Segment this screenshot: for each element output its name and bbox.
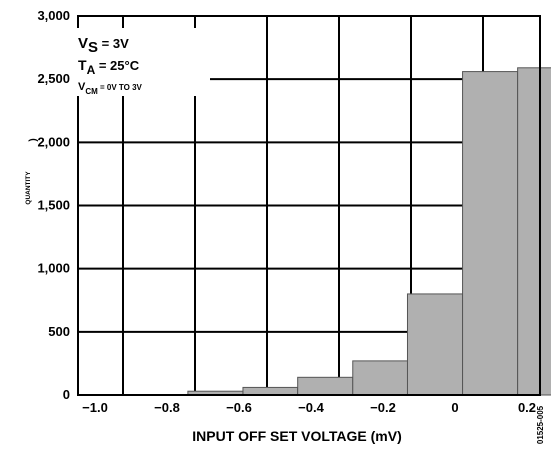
x-tick-label-6: 0.2: [518, 400, 536, 415]
condition-line-0: VS = 3V: [78, 35, 129, 56]
y-tick-label-5: 2,500: [37, 71, 70, 86]
x-tick-label-4: −0.2: [370, 400, 396, 415]
y-tick-labels: 0 500 1,000 1,500 2,000 2,500 3,000: [37, 8, 70, 402]
y-tick-label-2: 1,000: [37, 261, 70, 276]
condition-line-2: VCM = 0V TO 3V: [78, 81, 143, 96]
histogram-bar-6: [517, 67, 551, 396]
x-tick-label-3: −0.4: [298, 400, 324, 415]
histogram-bar-5: [462, 71, 519, 396]
histogram-bar-3: [352, 360, 408, 396]
y-tick-label-3: 1,500: [37, 198, 70, 213]
y-tick-label-1: 500: [48, 324, 70, 339]
figure-id: 01525-005: [536, 405, 545, 444]
condition-line-1: TA = 25°C: [78, 57, 140, 77]
legend-box: [70, 28, 210, 96]
histogram-bar-4: [406, 293, 464, 396]
y-axis-label-paren: ): [28, 138, 39, 141]
x-tick-labels: −1.0−0.8−0.6−0.4−0.200.20.40.60.8: [82, 400, 536, 415]
histogram-bar-1: [242, 386, 299, 396]
x-tick-label-2: −0.6: [226, 400, 252, 415]
y-tick-label-4: 2,000: [37, 134, 70, 149]
y-tick-label-0: 0: [63, 387, 70, 402]
histogram-bars: [187, 67, 551, 396]
y-axis-label: QUANTITY: [25, 171, 32, 205]
x-axis-label: INPUT OFF SET VOLTAGE (mV): [192, 428, 401, 444]
histogram-bar-2: [297, 376, 354, 396]
x-tick-label-1: −0.8: [154, 400, 180, 415]
x-tick-label-5: 0: [451, 400, 458, 415]
x-tick-label-0: −1.0: [82, 400, 108, 415]
plot-frame: [77, 15, 541, 396]
y-tick-label-6: 3,000: [37, 8, 70, 23]
